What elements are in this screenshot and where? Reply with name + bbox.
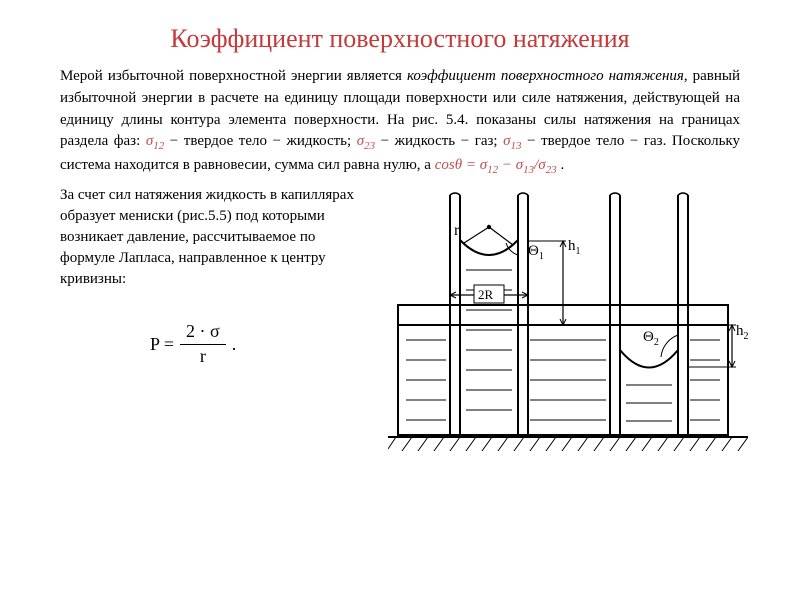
- text-g: .: [557, 157, 565, 173]
- sigma13: σ13: [503, 133, 521, 149]
- sigma12: σ12: [146, 133, 164, 149]
- term-italic: коэффициент поверхностного натяжения: [407, 68, 684, 84]
- main-paragraph: Мерой избыточной поверхностной энергии я…: [0, 66, 800, 179]
- label-theta2: Θ2: [643, 329, 659, 348]
- left-capillary: [450, 193, 566, 435]
- sigma23: σ23: [357, 133, 375, 149]
- laplace-formula: P = 2 · σ r .: [60, 290, 370, 367]
- capillary-figure: r Θ1 h1 Θ2 h2 2R: [388, 185, 748, 465]
- label-h2: h2: [736, 323, 748, 342]
- text-d: − твердое тело − жидкость;: [164, 133, 357, 149]
- label-r: r: [454, 222, 460, 239]
- label-h1: h1: [568, 238, 581, 257]
- label-theta1: Θ1: [528, 243, 544, 262]
- formula-lhs: P =: [150, 334, 174, 355]
- formula-tail: .: [232, 334, 237, 355]
- second-paragraph: За счет сил натяжения жидкость в капилля…: [60, 185, 370, 290]
- cos-formula: cosθ = σ12 − σ13/σ23: [435, 157, 557, 173]
- right-capillary: [610, 193, 736, 435]
- formula-fraction: 2 · σ r: [180, 322, 226, 367]
- text-e: − жидкость − газ;: [375, 133, 503, 149]
- text-a: Мерой избыточной поверхностной энергии я…: [60, 68, 407, 84]
- page-title: Коэффициент поверхностного натяжения: [0, 0, 800, 66]
- label-2R: 2R: [478, 287, 494, 302]
